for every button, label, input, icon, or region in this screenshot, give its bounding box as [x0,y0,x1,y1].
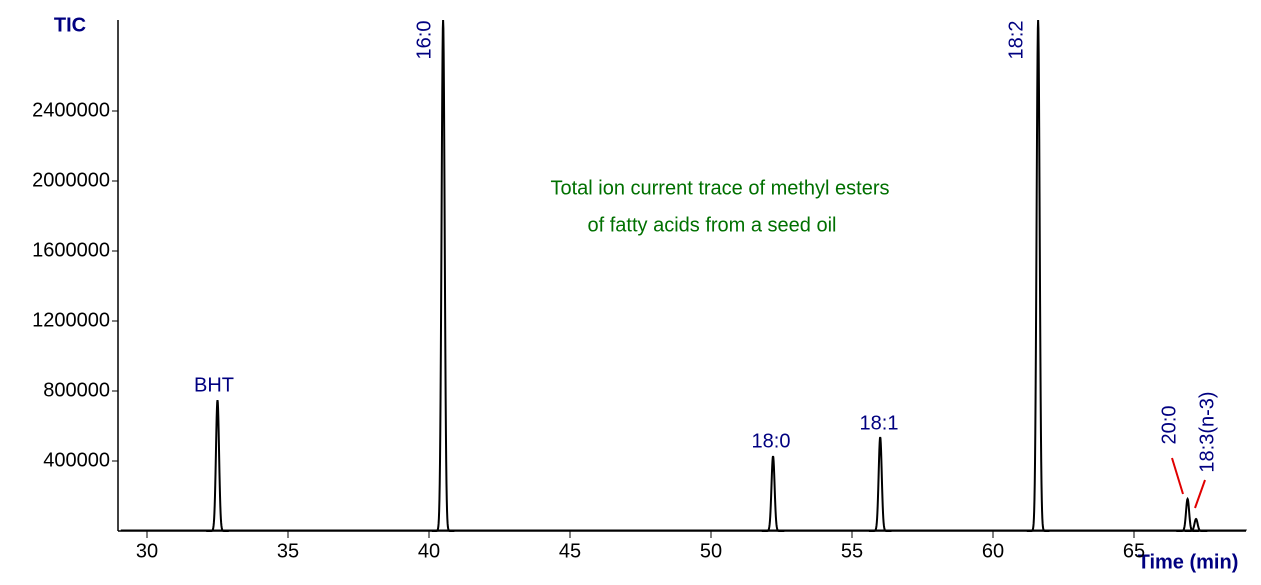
x-tick-label: 45 [559,540,581,562]
peak-label: 18:2 [1005,21,1027,60]
y-tick-label: 2000000 [32,169,110,191]
peak [206,399,229,532]
leader-line [1194,479,1206,509]
x-tick-label: 55 [841,540,863,562]
y-axis-label: TIC [54,14,86,36]
y-tick-label: 1600000 [32,239,110,261]
y-tick-label: 800000 [43,379,110,401]
peak-label: 18:0 [752,430,791,452]
peak-label: 18:1 [860,412,899,434]
peak-label: 16:0 [413,21,435,60]
x-tick-label: 60 [982,540,1004,562]
leader-line [1171,457,1184,495]
peak [1026,19,1050,532]
peak [868,436,892,532]
y-tick-label: 2400000 [32,99,110,121]
x-tick-label: 30 [136,540,158,562]
y-tick-label: 400000 [43,449,110,471]
peak [431,19,455,532]
peak [1176,496,1199,532]
x-tick-label: 50 [700,540,722,562]
peak-label: BHT [194,374,234,396]
peak [1184,517,1208,532]
x-axis-label: Time (min) [1138,551,1239,573]
peak-label: 20:0 [1158,406,1180,445]
x-tick-label: 65 [1123,540,1145,562]
x-tick-label: 35 [277,540,299,562]
x-tick-label: 40 [418,540,440,562]
annotation: of fatty acids from a seed oil [587,214,836,236]
annotation: Total ion current trace of methyl esters [550,177,889,199]
y-tick-label: 1200000 [32,309,110,331]
peak [761,455,785,532]
peak-label: 18:3(n-3) [1196,391,1218,472]
